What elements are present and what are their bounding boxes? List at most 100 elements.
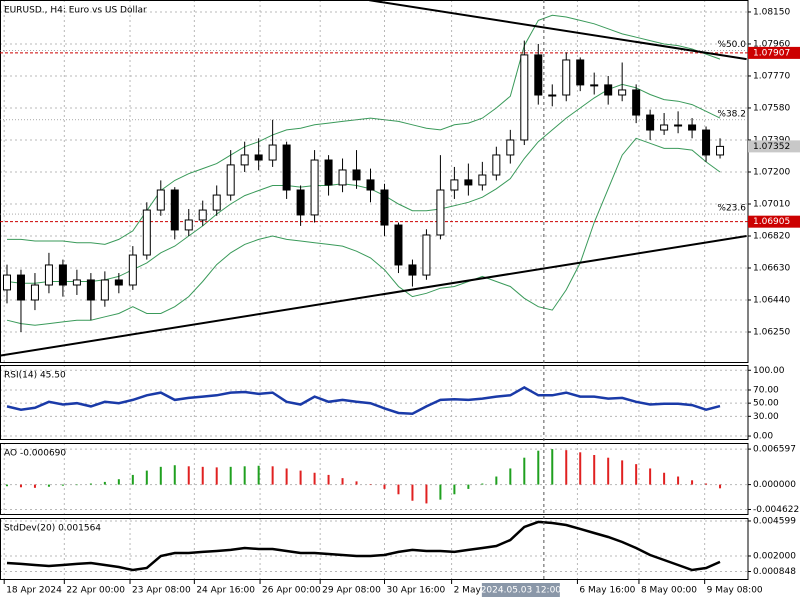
candle-body	[520, 54, 529, 141]
candle-body	[380, 189, 389, 226]
y-tick-label: 1.06250	[753, 328, 790, 338]
crosshair-tag	[481, 583, 560, 597]
candle-body	[156, 189, 165, 211]
candle-body	[716, 145, 725, 156]
y-tick-label: 50.00	[753, 399, 779, 409]
y-tick-label: 1.07580	[753, 103, 790, 113]
histogram-bar	[425, 484, 428, 504]
bollinger-band	[7, 14, 721, 245]
candle-body	[198, 209, 207, 221]
histogram-bar	[117, 479, 120, 485]
histogram-bar	[439, 484, 442, 500]
histogram-bar	[453, 484, 456, 495]
histogram-bar	[271, 466, 274, 485]
x-tick-label: 24 Apr 16:00	[196, 586, 255, 596]
candle-body	[2, 274, 11, 291]
x-tick-label: 22 Apr 00:00	[66, 586, 125, 596]
candle-body	[548, 94, 557, 97]
candle-body	[464, 179, 473, 186]
histogram-bar	[467, 484, 470, 489]
y-tick-label: 30.00	[753, 412, 779, 422]
candle-body	[282, 144, 291, 191]
histogram-bar	[341, 478, 344, 485]
candle-body	[128, 254, 137, 286]
histogram-bar	[677, 476, 680, 485]
x-tick-label: 9 May 08:00	[707, 586, 763, 596]
panel-title: EURUSD., H4: Euro vs US Dollar	[4, 6, 147, 16]
histogram-bar	[383, 484, 386, 489]
candle-body	[632, 89, 641, 116]
histogram-bar	[173, 465, 176, 485]
candle-body	[338, 169, 347, 186]
candle-body	[534, 54, 543, 96]
candle-body	[702, 129, 711, 156]
y-tick-label: 0.006597	[753, 445, 796, 455]
candle-body	[170, 189, 179, 231]
histogram-bar	[607, 457, 610, 485]
histogram-bar	[313, 472, 316, 485]
histogram-bar	[327, 474, 330, 485]
fib-label: %50.0	[717, 40, 746, 50]
y-tick-label: 1.07010	[753, 199, 790, 209]
candle-body	[366, 179, 375, 191]
histogram-bar	[159, 466, 162, 485]
crosshair-label: 2024.05.03 12:00	[481, 586, 562, 596]
candle-body	[226, 164, 235, 196]
candle-body	[506, 139, 515, 156]
y-tick-label: 1.06630	[753, 263, 790, 273]
candle-body	[240, 154, 249, 166]
histogram-bar	[355, 481, 358, 485]
trendline	[0, 235, 747, 357]
y-tick-label: 100.00	[753, 366, 785, 376]
x-tick-label: 6 May 16:00	[579, 586, 635, 596]
candle-body	[352, 169, 361, 181]
histogram-bar	[621, 460, 624, 485]
histogram-bar	[299, 470, 302, 485]
candle-body	[408, 264, 417, 276]
candle-body	[618, 89, 627, 96]
y-tick-label: 0.002000	[753, 551, 796, 561]
histogram-bar	[523, 457, 526, 485]
candle-body	[44, 264, 53, 286]
candle-body	[268, 144, 277, 161]
bollinger-band	[6, 137, 721, 326]
histogram-bar	[705, 483, 708, 485]
last-price-label: 1.07352	[753, 142, 790, 152]
histogram-bar	[61, 484, 64, 486]
candle-body	[114, 279, 123, 286]
histogram-bar	[649, 468, 652, 485]
x-tick-label: 26 Apr 00:00	[262, 586, 321, 596]
y-tick-label: 1.08150	[753, 7, 790, 17]
histogram-bar	[663, 472, 666, 485]
x-tick-label: 30 Apr 16:00	[386, 586, 445, 596]
histogram-bar	[19, 484, 22, 488]
y-tick-label: 0.000000	[753, 480, 796, 490]
candle-body	[450, 179, 459, 191]
y-tick-label: 0.000848	[753, 567, 796, 577]
histogram-bar	[635, 464, 638, 485]
histogram-bar	[411, 484, 414, 501]
histogram-bar	[369, 484, 372, 485]
price-level-tag	[748, 46, 800, 59]
candle-body	[296, 189, 305, 216]
histogram-bar	[33, 484, 36, 488]
candle-body	[184, 219, 193, 231]
candle-body	[478, 174, 487, 186]
indicator-line	[6, 385, 721, 415]
histogram-bar	[215, 467, 218, 485]
candle-body	[646, 114, 655, 131]
panel-title: RSI(14) 45.50	[4, 371, 66, 381]
histogram-bar	[131, 474, 134, 485]
candle-body	[492, 154, 501, 176]
candle-body	[72, 279, 81, 286]
candle-body	[324, 159, 333, 186]
histogram-bar	[201, 466, 204, 485]
histogram-bar	[285, 468, 288, 485]
candle-body	[212, 194, 221, 211]
histogram-bar	[691, 480, 694, 485]
candle-body	[142, 209, 151, 256]
histogram-bar	[509, 468, 512, 485]
candle-body	[100, 279, 109, 301]
histogram-bar	[243, 466, 246, 485]
candle-body	[86, 279, 95, 301]
